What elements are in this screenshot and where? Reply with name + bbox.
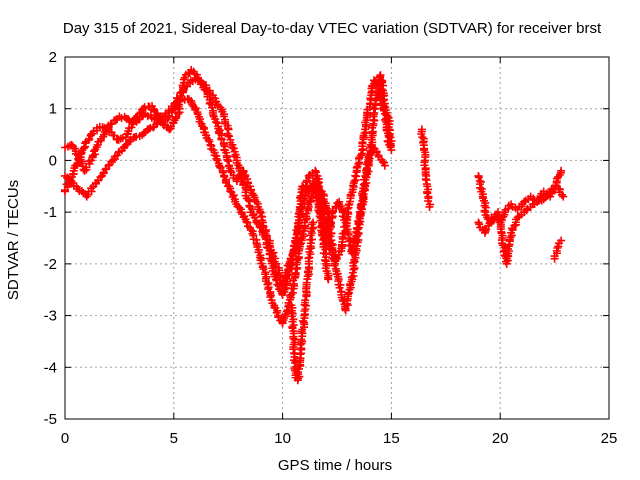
y-axis-label: SDTVAR / TECUs [5,180,22,300]
data-point [206,140,215,149]
data-point [373,87,382,96]
data-point [335,283,344,292]
x-tick-label: 5 [170,430,178,447]
data-point [111,116,120,125]
data-point [425,202,434,211]
y-tick-label: -5 [44,411,57,428]
data-point [79,144,88,153]
plot-frame [64,56,610,420]
data-point [210,151,219,160]
x-tick-label: 0 [61,430,69,447]
data-point [202,86,211,95]
data-point [211,118,220,127]
data-series [60,65,568,385]
data-point [226,187,235,196]
data-point [235,203,244,212]
y-axis-ticks [65,56,609,420]
data-point [291,268,300,277]
data-point [350,177,359,186]
data-point [223,155,232,164]
x-tick-label: 25 [601,430,618,447]
data-point [559,192,568,201]
data-point [279,276,288,285]
data-point [174,109,183,118]
data-point [212,154,221,163]
data-point [324,275,333,284]
data-point [139,129,148,138]
y-tick-label: -2 [44,256,57,273]
data-point [557,190,566,199]
data-point [104,161,113,170]
x-axis-ticks [64,57,610,419]
data-point [354,217,363,226]
data-point [261,229,270,238]
data-point [242,217,251,226]
data-point [316,209,325,218]
data-point [229,191,238,200]
data-point [522,206,531,215]
data-point [336,202,345,211]
data-point [520,197,529,206]
x-tick-labels: 0 5 10 15 20 25 [61,430,618,447]
data-point [294,219,303,228]
data-point [280,285,289,294]
data-point [226,166,235,175]
x-tick-label: 20 [492,430,509,447]
y-tick-label: -4 [44,359,57,376]
data-point [139,104,148,113]
data-point [375,72,384,81]
data-point [309,218,318,227]
data-point [228,143,237,152]
data-point [476,183,485,192]
data-point [474,173,483,182]
data-point [324,226,333,235]
data-point [109,156,118,165]
data-point [248,229,257,238]
data-point [292,242,301,251]
data-point [326,218,335,227]
data-point [357,202,366,211]
data-point [314,192,323,201]
data-point [296,350,305,359]
data-point [289,345,298,354]
data-point [486,218,495,227]
data-point [557,236,566,245]
data-point [320,256,329,265]
data-point [294,209,303,218]
data-point [171,98,180,107]
y-tick-label: 2 [49,49,57,66]
grid-lines [65,57,609,419]
data-point [131,113,140,122]
data-point [356,151,365,160]
data-point [89,147,98,156]
chart-title: Day 315 of 2021, Sidereal Day-to-day VTE… [63,20,602,37]
y-tick-labels: -5 -4 -3 -2 -1 0 1 2 [44,49,57,428]
y-tick-label: 0 [49,152,57,169]
y-tick-label: 1 [49,101,57,118]
data-point [144,125,153,134]
data-point [298,182,307,191]
data-point [301,296,310,305]
data-point [321,245,330,254]
data-point [557,166,566,175]
data-point [380,161,389,170]
data-point [352,223,361,232]
data-point [76,150,85,159]
y-tick-label: -3 [44,308,57,325]
x-axis-label: GPS time / hours [278,457,392,474]
y-tick-label: -1 [44,204,57,221]
data-point [351,171,360,180]
data-point [553,244,562,253]
data-point [292,233,301,242]
data-point [359,190,368,199]
data-point [135,109,144,118]
x-tick-label: 10 [274,430,291,447]
data-point [387,146,396,155]
x-tick-label: 15 [383,430,400,447]
